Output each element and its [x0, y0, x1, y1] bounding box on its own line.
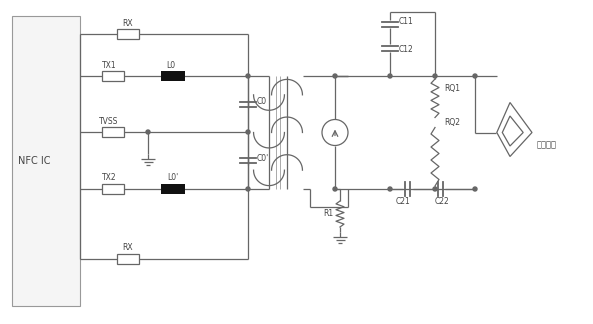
- Circle shape: [473, 187, 477, 191]
- Text: C11: C11: [399, 17, 414, 27]
- Text: C0': C0': [257, 154, 269, 163]
- Text: NFC IC: NFC IC: [18, 156, 50, 166]
- Text: C22: C22: [435, 198, 449, 206]
- Bar: [161, 71, 185, 81]
- Text: RQ2: RQ2: [444, 118, 460, 127]
- Circle shape: [388, 187, 392, 191]
- Text: C0: C0: [257, 97, 267, 106]
- Text: TX1: TX1: [101, 61, 116, 70]
- Circle shape: [246, 74, 250, 78]
- Text: TX2: TX2: [101, 173, 116, 182]
- Polygon shape: [502, 116, 523, 146]
- Circle shape: [333, 74, 337, 78]
- Circle shape: [333, 187, 337, 191]
- Text: L0': L0': [167, 173, 178, 182]
- Text: RX: RX: [123, 244, 133, 252]
- Polygon shape: [497, 102, 532, 156]
- Text: RQ1: RQ1: [444, 84, 460, 92]
- Circle shape: [388, 74, 392, 78]
- Circle shape: [146, 130, 150, 134]
- Bar: [102, 71, 124, 81]
- Bar: [117, 29, 139, 39]
- Bar: [12, 16, 80, 306]
- Bar: [161, 184, 185, 194]
- Text: C21: C21: [395, 198, 410, 206]
- Circle shape: [246, 187, 250, 191]
- Text: L0: L0: [167, 61, 176, 70]
- Circle shape: [433, 187, 437, 191]
- Text: TVSS: TVSS: [99, 117, 119, 125]
- Text: RX: RX: [123, 18, 133, 28]
- Text: R1: R1: [323, 210, 333, 218]
- Circle shape: [322, 120, 348, 145]
- Text: 非接线圈: 非接线圈: [537, 140, 557, 149]
- Bar: [102, 184, 124, 194]
- Bar: [117, 254, 139, 264]
- Circle shape: [433, 74, 437, 78]
- Circle shape: [473, 74, 477, 78]
- Text: C12: C12: [399, 44, 414, 53]
- Circle shape: [246, 130, 250, 134]
- Bar: [102, 127, 124, 137]
